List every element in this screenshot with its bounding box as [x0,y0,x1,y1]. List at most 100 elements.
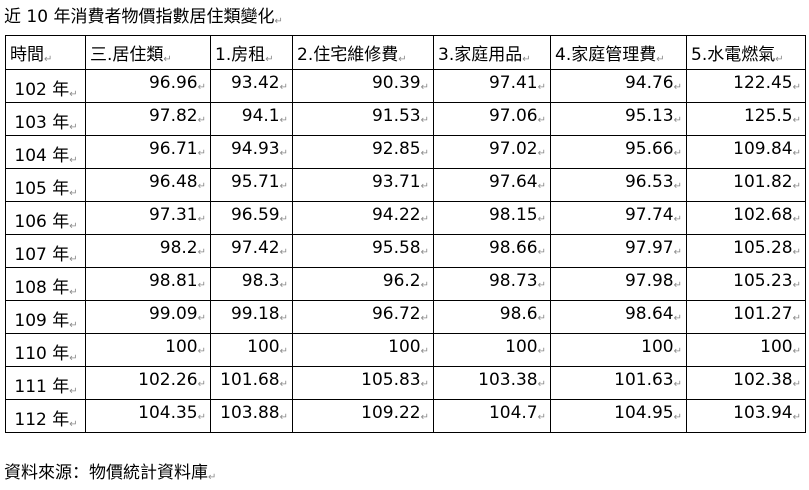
paragraph-mark-icon: ↵ [279,214,288,225]
value-cell: 97.31↵ [85,201,211,235]
column-header: 4.家庭管理費↵ [550,35,687,70]
paragraph-mark-icon: ↵ [420,412,429,423]
value-cell: 103.94↵ [686,399,806,433]
year-cell: 111 年↵ [5,366,86,400]
paragraph-mark-icon: ↵ [420,148,429,159]
paragraph-mark-icon: ↵ [537,379,546,390]
value-cell: 96.72↵ [292,300,434,334]
value-cell: 97.74↵ [550,201,687,235]
paragraph-mark-icon: ↵ [69,386,78,397]
paragraph-mark-icon: ↵ [673,214,682,225]
paragraph-mark-icon: ↵ [673,280,682,291]
paragraph-mark-icon: ↵ [537,181,546,192]
value-cell: 98.81↵ [85,267,211,301]
table-row: 104 年↵ 96.71↵ 94.93↵ 92.85↵ 97.02↵ 95.66↵ 109.… [5,135,806,169]
paragraph-mark-icon: ↵ [420,214,429,225]
year-cell: 106 年↵ [5,201,86,235]
paragraph-mark-icon: ↵ [69,353,78,364]
paragraph-mark-icon: ↵ [792,214,801,225]
value-cell: 97.41↵ [433,69,551,103]
paragraph-mark-icon: ↵ [792,346,801,357]
paragraph-mark-icon: ↵ [265,54,274,65]
value-cell: 97.42↵ [210,234,293,268]
index-value: 103.94 [733,403,793,423]
value-cell: 98.2↵ [85,234,211,268]
value-cell: 105.23↵ [686,267,806,301]
paragraph-mark-icon: ↵ [69,254,78,265]
index-value: 101.82 [733,172,793,192]
paragraph-mark-icon: ↵ [420,181,429,192]
paragraph-mark-icon: ↵ [792,280,801,291]
year-label: 110 年 [14,344,70,364]
index-value: 95.58 [371,238,421,258]
paragraph-mark-icon: ↵ [775,54,784,65]
paragraph-mark-icon: ↵ [69,89,78,100]
paragraph-mark-icon: ↵ [69,287,78,298]
year-label: 103 年 [14,113,70,133]
value-cell: 99.18↵ [210,300,293,334]
paragraph-mark-icon: ↵ [792,412,801,423]
value-cell: 98.6↵ [433,300,551,334]
value-cell: 90.39↵ [292,69,434,103]
value-cell: 94.93↵ [210,135,293,169]
paragraph-mark-icon: ↵ [522,54,531,65]
value-cell: 97.06↵ [433,102,551,136]
table-row: 110 年↵ 100↵ 100↵ 100↵ 100↵ 100↵ 100↵ [5,333,806,367]
index-value: 98.66 [488,238,538,258]
year-cell: 107 年↵ [5,234,86,268]
table-caption: 近 10 年消費者物價指數居住類變化↵ [4,6,283,33]
value-cell: 103.38↵ [433,366,551,400]
paragraph-mark-icon: ↵ [420,280,429,291]
index-value: 104.35 [138,403,198,423]
paragraph-mark-icon: ↵ [274,16,283,27]
year-label: 104 年 [14,146,70,166]
year-label: 106 年 [14,212,70,232]
paragraph-mark-icon: ↵ [69,155,78,166]
index-value: 94.22 [371,205,421,225]
paragraph-mark-icon: ↵ [197,280,206,291]
paragraph-mark-icon: ↵ [792,379,801,390]
index-value: 91.53 [371,106,421,126]
paragraph-mark-icon: ↵ [420,247,429,258]
value-cell: 104.7↵ [433,399,551,433]
paragraph-mark-icon: ↵ [673,379,682,390]
value-cell: 96.48↵ [85,168,211,202]
table-row: 109 年↵ 99.09↵ 99.18↵ 96.72↵ 98.6↵ 98.64↵ 101.2… [5,300,806,334]
year-label: 109 年 [14,311,70,331]
value-cell: 98.66↵ [433,234,551,268]
index-value: 125.5 [743,106,793,126]
index-value: 98.3 [241,271,280,291]
year-cell: 112 年↵ [5,399,86,433]
paragraph-mark-icon: ↵ [69,188,78,199]
paragraph-mark-icon: ↵ [279,247,288,258]
paragraph-mark-icon: ↵ [420,313,429,324]
year-cell: 102 年↵ [5,69,86,103]
paragraph-mark-icon: ↵ [537,346,546,357]
value-cell: 100↵ [292,333,434,367]
index-value: 97.64 [488,172,538,192]
paragraph-mark-icon: ↵ [163,54,172,65]
year-label: 108 年 [14,278,70,298]
index-value: 109.22 [361,403,421,423]
table-row: 111 年↵ 102.26↵ 101.68↵ 105.83↵ 103.38↵ 101.63… [5,366,806,400]
index-value: 100 [505,337,538,357]
index-value: 99.09 [148,304,198,324]
value-cell: 97.82↵ [85,102,211,136]
index-value: 99.18 [230,304,280,324]
column-header-label: 2.住宅維修費 [297,45,399,65]
paragraph-mark-icon: ↵ [537,412,546,423]
table-row: 106 年↵ 97.31↵ 96.59↵ 94.22↵ 98.15↵ 97.74↵ 102.… [5,201,806,235]
paragraph-mark-icon: ↵ [197,214,206,225]
year-cell: 108 年↵ [5,267,86,301]
index-value: 101.63 [614,370,674,390]
value-cell: 94.76↵ [550,69,687,103]
index-value: 102.68 [733,205,793,225]
value-cell: 95.66↵ [550,135,687,169]
paragraph-mark-icon: ↵ [279,148,288,159]
value-cell: 101.68↵ [210,366,293,400]
paragraph-mark-icon: ↵ [673,346,682,357]
value-cell: 96.96↵ [85,69,211,103]
source-text: 資料來源：物價統計資料庫 [4,463,208,483]
caption-text: 近 10 年消費者物價指數居住類變化 [4,7,275,27]
index-value: 109.84 [733,139,793,159]
